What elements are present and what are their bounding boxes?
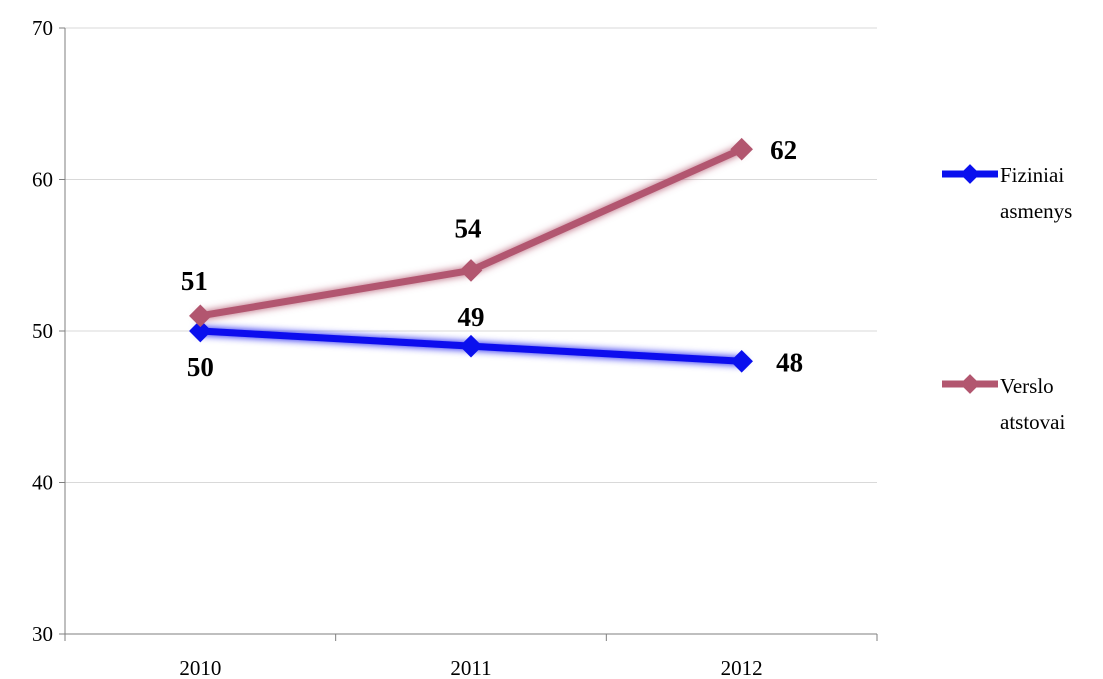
legend-label-verslo-atstovai-line1: Verslo (1000, 374, 1054, 398)
data-label: 50 (187, 352, 214, 382)
legend: Fiziniai asmenys Verslo atstovai (942, 163, 1072, 434)
y-tick-label: 60 (32, 168, 53, 192)
data-label: 49 (458, 302, 485, 332)
data-labels: 50 49 48 51 54 62 (181, 135, 803, 382)
series-1-point[interactable] (730, 137, 753, 161)
y-tick-labels: 30 40 50 60 70 (32, 16, 53, 646)
y-tick-label: 40 (32, 471, 53, 495)
x-tick-labels: 2010 2011 2012 (179, 656, 762, 679)
legend-entry-verslo-atstovai[interactable]: Verslo atstovai (942, 374, 1065, 434)
legend-marker-fiziniai-asmenys (960, 164, 980, 184)
series-1-point[interactable] (459, 259, 483, 282)
gridlines (65, 27, 877, 483)
series-0-point[interactable] (459, 334, 483, 358)
x-tick-label: 2012 (721, 656, 763, 679)
series-1-point[interactable] (189, 304, 212, 328)
axes (59, 27, 878, 641)
y-tick-label: 30 (32, 622, 53, 646)
y-tick-label: 70 (32, 16, 53, 40)
data-label: 54 (455, 213, 482, 243)
legend-marker-verslo-atstovai (960, 374, 980, 394)
data-label: 48 (776, 347, 803, 377)
legend-label-fiziniai-asmenys-line2: asmenys (1000, 199, 1072, 223)
data-label: 51 (181, 266, 208, 296)
y-tick-label: 50 (32, 319, 53, 343)
x-tick-label: 2010 (179, 656, 221, 679)
series-lines (189, 137, 753, 373)
data-label: 62 (770, 135, 797, 165)
legend-label-verslo-atstovai-line2: atstovai (1000, 410, 1065, 434)
legend-entry-fiziniai-asmenys[interactable]: Fiziniai asmenys (942, 163, 1072, 223)
legend-label-fiziniai-asmenys-line1: Fiziniai (1000, 163, 1064, 187)
series-0-point[interactable] (730, 349, 753, 373)
x-tick-label: 2011 (450, 656, 491, 679)
